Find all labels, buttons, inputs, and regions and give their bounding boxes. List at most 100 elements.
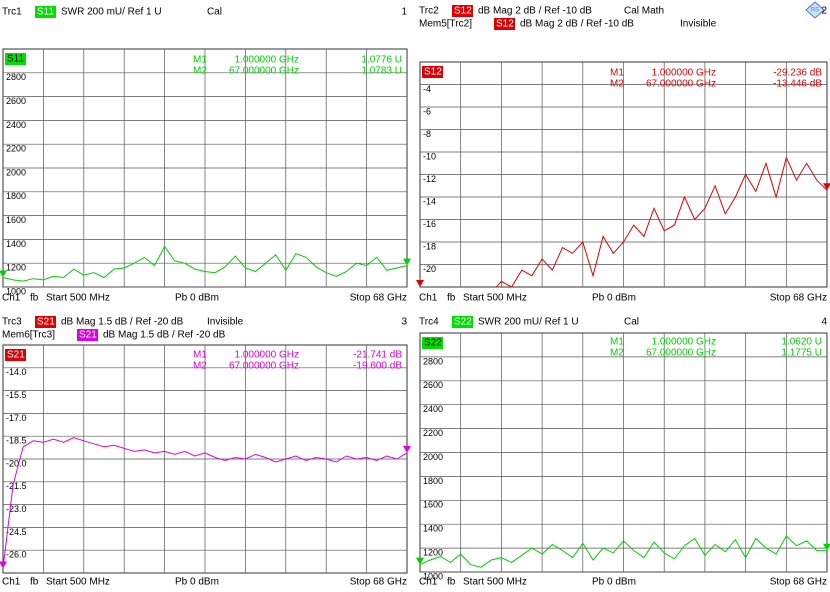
footer-mode: fb <box>30 577 39 588</box>
y-tick-label: -18 <box>423 241 436 251</box>
marker-name: M2 <box>610 79 624 90</box>
marker-triangle <box>0 561 7 569</box>
mem-format: dB Mag 1.5 dB / Ref -20 dB <box>103 330 226 341</box>
footer-mode: fb <box>30 293 39 304</box>
y-tick-label: -18.5 <box>6 436 27 446</box>
y-tick-label: -20 <box>423 264 436 274</box>
marker-name: M1 <box>610 337 624 348</box>
trace-name: Trc2 <box>419 6 439 17</box>
footer-channel: Ch1 <box>2 293 21 304</box>
footer-channel: Ch1 <box>419 577 438 588</box>
y-tick-label: 2400 <box>6 120 26 130</box>
y-tick-label: 1600 <box>6 215 26 225</box>
mem-param: S12 <box>496 19 514 30</box>
y-tick-label: -24.5 <box>6 527 27 537</box>
marker-triangle <box>403 445 411 453</box>
mem-tag: Invisible <box>680 19 717 30</box>
y-tick-label: 2000 <box>423 452 443 462</box>
trace-name: Trc3 <box>2 317 22 328</box>
marker-name: M1 <box>193 55 207 66</box>
footer-power: Pb 0 dBm <box>175 577 219 588</box>
marker-value: 1.1775 U <box>781 348 822 359</box>
footer-channel: Ch1 <box>419 293 438 304</box>
footer-stop: Stop 68 GHz <box>770 577 827 588</box>
y-tick-label: 2000 <box>6 167 26 177</box>
trace-name: Trc1 <box>2 7 22 18</box>
mem-name: Mem5[Trc2] <box>419 19 472 30</box>
marker-freq: 67.000000 GHz <box>646 79 716 90</box>
marker-value: -21.741 dB <box>353 350 402 361</box>
y-tick-label: -6 <box>423 106 431 116</box>
plot-param-label: S22 <box>424 338 442 349</box>
y-tick-label: 1800 <box>6 191 26 201</box>
marker-freq: 67.000000 GHz <box>229 361 299 372</box>
y-tick-label: 2200 <box>423 428 443 438</box>
marker-freq: 1.000000 GHz <box>652 68 717 79</box>
svg-text:RS: RS <box>811 8 819 14</box>
marker-value: -13.446 dB <box>773 79 822 90</box>
mem-param-box <box>77 329 98 341</box>
footer-stop: Stop 68 GHz <box>350 577 407 588</box>
param-label: S22 <box>454 317 472 328</box>
marker-triangle <box>0 270 7 278</box>
marker-freq: 1.000000 GHz <box>235 350 300 361</box>
marker-triangle <box>823 543 830 551</box>
marker-freq: 67.000000 GHz <box>646 348 716 359</box>
marker-freq: 1.000000 GHz <box>235 55 300 66</box>
marker-value: -19.600 dB <box>353 361 402 372</box>
param-box <box>452 316 473 328</box>
marker-name: M1 <box>193 350 207 361</box>
trace-format: dB Mag 2 dB / Ref -10 dB <box>478 6 592 17</box>
trace-format: dB Mag 1.5 dB / Ref -20 dB <box>61 317 184 328</box>
plot-param-box <box>5 53 26 65</box>
trace-number: 1 <box>401 7 407 18</box>
trace-format: SWR 200 mU/ Ref 1 U <box>478 317 579 328</box>
y-tick-label: 1400 <box>6 239 26 249</box>
y-tick-label: 2600 <box>6 96 26 106</box>
plot-param-label: S21 <box>7 350 25 361</box>
y-tick-label: 1200 <box>423 547 443 557</box>
mem-name: Mem6[Trc3] <box>2 330 55 341</box>
param-box <box>35 316 56 328</box>
marker-value: -29.236 dB <box>773 68 822 79</box>
param-label: S21 <box>37 317 55 328</box>
footer-power: Pb 0 dBm <box>592 577 636 588</box>
footer-start: Start 500 MHz <box>463 577 527 588</box>
plot-param-label: S12 <box>424 67 442 78</box>
footer-mode: fb <box>447 577 456 588</box>
trace-number: 4 <box>821 317 827 328</box>
footer-start: Start 500 MHz <box>46 293 110 304</box>
marker-triangle <box>403 258 411 266</box>
param-label: S11 <box>37 7 54 18</box>
footer-stop: Stop 68 GHz <box>770 293 827 304</box>
plot-param-box <box>422 66 443 78</box>
logo: RS <box>805 1 825 19</box>
marker-triangle <box>823 183 830 191</box>
y-tick-label: -14.0 <box>6 367 27 377</box>
trace <box>3 245 407 282</box>
param-box <box>35 6 56 18</box>
marker-name: M1 <box>610 68 624 79</box>
marker-value: 1.0783 U <box>361 66 402 77</box>
y-tick-label: 2400 <box>423 404 443 414</box>
y-tick-label: -8 <box>423 129 431 139</box>
y-tick-label: 1400 <box>423 524 443 534</box>
plot-param-box <box>5 349 26 361</box>
trace <box>3 437 407 569</box>
param-box <box>452 5 473 17</box>
footer-power: Pb 0 dBm <box>592 293 636 304</box>
trace-tag: Cal Math <box>624 6 664 17</box>
y-tick-label: -23.0 <box>6 504 27 514</box>
y-tick-label: 2600 <box>423 380 443 390</box>
footer-start: Start 500 MHz <box>463 293 527 304</box>
footer-stop: Stop 68 GHz <box>350 293 407 304</box>
y-tick-label: -17.0 <box>6 413 27 423</box>
y-tick-label: -12 <box>423 174 436 184</box>
trace-name: Trc4 <box>419 317 439 328</box>
trace-tag: Cal <box>207 7 222 18</box>
marker-value: 1.0620 U <box>781 337 822 348</box>
y-tick-label: 2200 <box>6 144 26 154</box>
marker-name: M2 <box>193 361 207 372</box>
